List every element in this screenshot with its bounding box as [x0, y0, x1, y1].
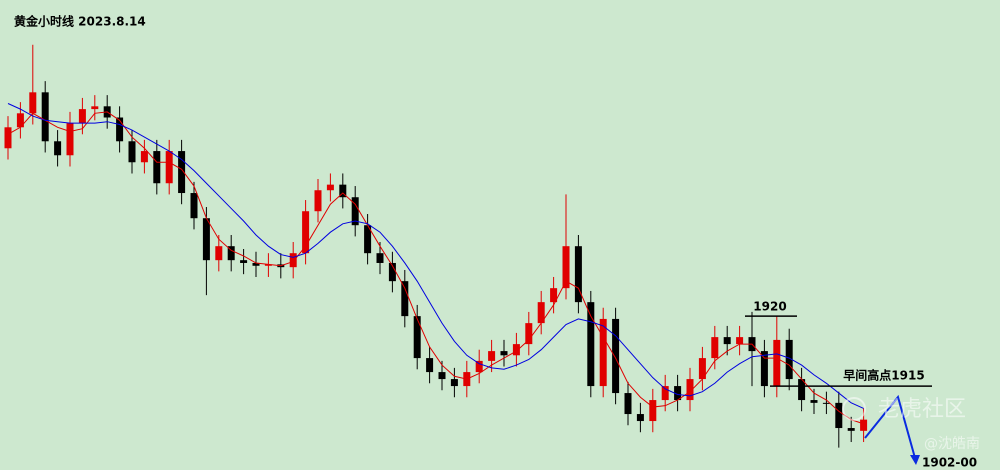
candle-body [550, 288, 558, 303]
candle-body [376, 253, 384, 263]
target-label: 1902-00 [922, 456, 977, 470]
candle-body [438, 372, 446, 380]
candle-body [66, 123, 74, 156]
candle-body [500, 351, 508, 356]
projection-path [864, 394, 916, 459]
candle-body [178, 151, 186, 194]
candle-body [686, 379, 694, 401]
candle-body [426, 358, 434, 373]
candle-body [674, 386, 682, 401]
candle-body [351, 197, 359, 226]
candle-body [698, 358, 706, 380]
candle-body [736, 337, 744, 345]
candle-body [190, 193, 198, 219]
candle-body [116, 117, 124, 142]
watermark: 老虎社区 @沈皓南 [842, 397, 980, 452]
candle-body [240, 260, 248, 263]
candle-body [612, 318, 620, 394]
candle-body [128, 141, 136, 163]
candle-body [860, 419, 868, 431]
projection-arrow [910, 455, 920, 465]
candle-body [314, 190, 322, 212]
candle-body [798, 379, 806, 401]
candle-body [624, 393, 632, 415]
candle-body [822, 402, 830, 404]
candle-body [326, 184, 334, 191]
candle-body [413, 316, 421, 359]
candle-body [29, 92, 37, 114]
level-label: 1920 [753, 300, 786, 314]
candle-body [475, 360, 483, 373]
candle-body [289, 253, 297, 268]
candle-body [450, 379, 458, 387]
candle-body [773, 339, 781, 387]
moving-average-line [7, 103, 864, 409]
candle-body [574, 246, 582, 303]
candle-body [512, 344, 520, 356]
candle-body [202, 218, 210, 261]
candle-body [649, 400, 657, 422]
candle-body [785, 339, 793, 380]
candle-body [54, 141, 62, 156]
candle-body [537, 302, 545, 324]
candle-body [711, 337, 719, 359]
candle-body [810, 400, 818, 403]
candle-body [525, 323, 533, 345]
moving-average-line [7, 111, 864, 425]
watermark-logo [842, 397, 866, 421]
candle-body [4, 127, 12, 149]
candle-body [835, 402, 843, 429]
candle-body [264, 264, 272, 266]
candle-body [41, 92, 49, 142]
watermark-author: @沈皓南 [924, 436, 980, 452]
candle-body [78, 109, 86, 124]
candle-body [636, 414, 644, 422]
candle-body [165, 151, 173, 184]
watermark-text: 老虎社区 [878, 397, 966, 422]
candle-body [16, 113, 24, 128]
candle-body [488, 351, 496, 361]
candle-body [153, 151, 161, 184]
candle-body [339, 184, 347, 198]
level-label: 早间高点1915 [843, 368, 924, 383]
chart-title: 黄金小时线 2023.8.14 [14, 14, 146, 29]
candle-body [388, 262, 396, 282]
candle-body [401, 281, 409, 317]
candle-body [227, 246, 235, 261]
candle-body [364, 225, 372, 254]
candle-body [302, 211, 310, 254]
candle-body [252, 262, 260, 266]
candle-body [215, 246, 223, 261]
candle-body [661, 386, 669, 401]
candle-body [562, 246, 570, 289]
candle-body [847, 428, 855, 431]
candle-body [140, 151, 148, 163]
candle-body [91, 106, 99, 110]
candle-body [723, 337, 731, 345]
candle-body [587, 302, 595, 387]
candle-body [760, 351, 768, 387]
candle-body [599, 318, 607, 387]
